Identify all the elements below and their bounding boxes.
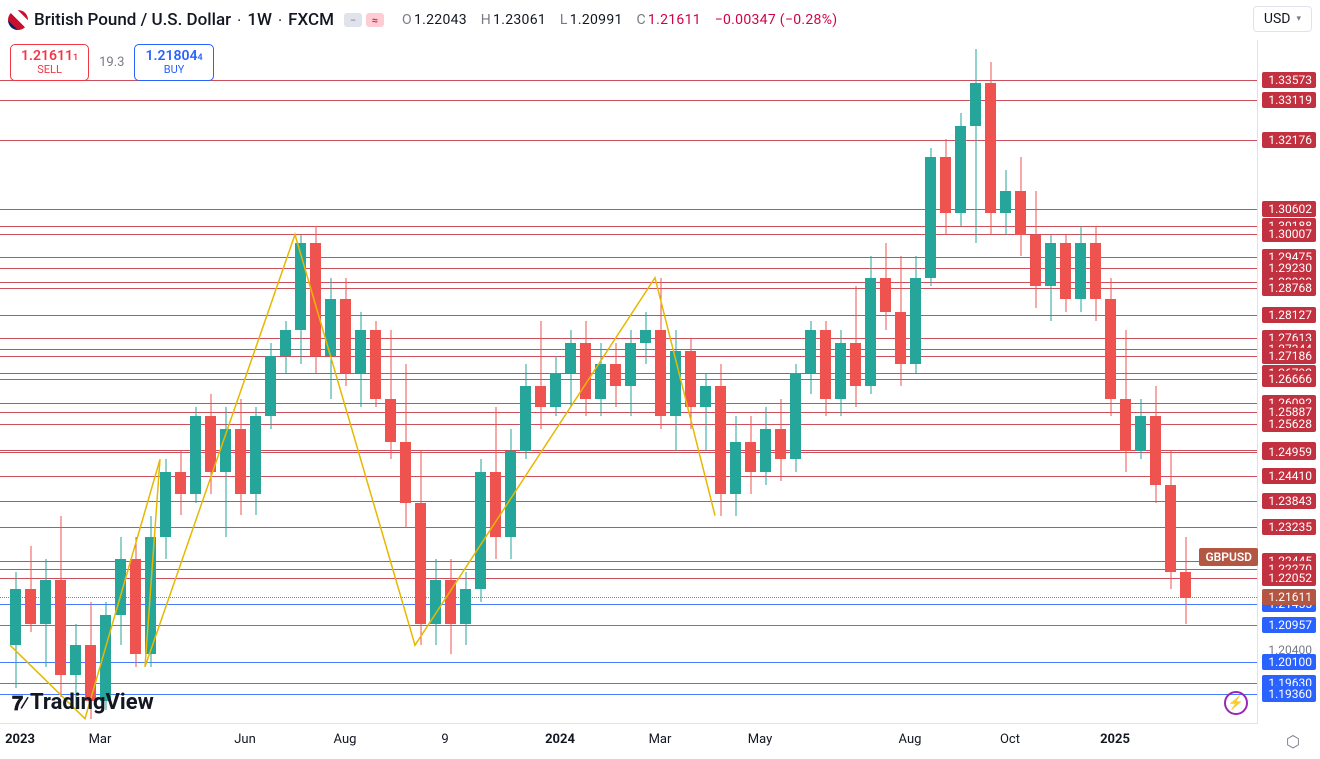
settings-icon[interactable]: ⬡ xyxy=(1286,732,1300,751)
symbol-title[interactable]: British Pound / U.S. Dollar xyxy=(34,10,231,30)
x-axis[interactable]: 2023MarJunAug92024MarMayAugOct2025 xyxy=(0,723,1258,759)
flash-icon[interactable]: ⚡ xyxy=(1224,691,1248,715)
timeframe[interactable]: 1W xyxy=(247,10,272,30)
pill-minus-icon[interactable]: − xyxy=(344,13,362,27)
logo-icon: 𝟕⁄ xyxy=(12,691,26,715)
chevron-down-icon: ▾ xyxy=(1296,14,1301,24)
y-axis[interactable]: 1.335731.331191.321761.306021.301881.300… xyxy=(1258,40,1320,723)
provider[interactable]: FXCM xyxy=(288,10,334,30)
flag-icon xyxy=(8,10,28,30)
pill-approx-icon[interactable]: ≈ xyxy=(366,13,384,27)
spread-value: 19.3 xyxy=(99,55,124,70)
sell-button[interactable]: 1.216111 SELL xyxy=(10,44,89,81)
price-chart[interactable] xyxy=(0,40,1258,723)
chart-header: British Pound / U.S. Dollar · 1W · FXCM … xyxy=(0,0,1320,40)
tradingview-logo[interactable]: 𝟕⁄ TradingView xyxy=(12,690,154,715)
currency-select[interactable]: USD▾ xyxy=(1253,6,1312,32)
ohlc-readout: O1.22043 H1.23061 L1.20991 C1.21611 −0.0… xyxy=(402,12,837,28)
buy-button[interactable]: 1.218044 BUY xyxy=(134,44,213,81)
trade-buttons: 1.216111 SELL 19.3 1.218044 BUY xyxy=(10,44,214,81)
